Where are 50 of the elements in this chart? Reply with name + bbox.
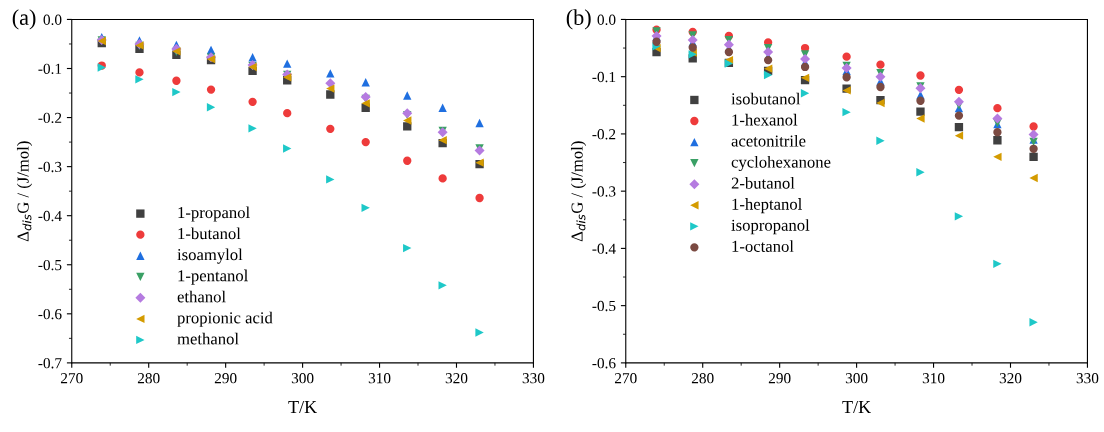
- legend-label: 1-pentanol: [178, 269, 248, 285]
- legend-label: isobutanol: [731, 92, 801, 105]
- y-tick-label: -0.3: [38, 161, 62, 173]
- x-tick-label: 300: [291, 373, 314, 384]
- y-tick-label: -0.6: [38, 308, 62, 320]
- legend-label: isoamylol: [177, 248, 243, 264]
- legend-label: propionic acid: [177, 311, 273, 327]
- legend-label: cyclohexanone: [731, 155, 831, 172]
- x-tick-label: 310: [368, 373, 391, 384]
- y-tick-label: -0.1: [592, 71, 616, 83]
- legend-label: 1-heptanol: [732, 198, 802, 214]
- x-tick-label: 330: [1076, 373, 1099, 384]
- x-axis-title: T/K: [842, 400, 871, 414]
- x-tick-label: 290: [768, 373, 791, 384]
- y-axis-title: Δ$_{dis}$G / (J/mol): [570, 141, 587, 242]
- legend-label: 2-butanol: [731, 177, 795, 189]
- y-tick-label: 0.0: [43, 14, 62, 25]
- y-tick-label: -0.5: [592, 300, 616, 312]
- legend-label: 1-hexanol: [732, 113, 798, 126]
- legend-label: ethanol: [177, 290, 226, 303]
- x-tick-label: 290: [214, 373, 237, 384]
- x-tick-label: 320: [445, 373, 468, 384]
- y-axis-title: Δ$_{dis}$G / (J/mol): [16, 141, 33, 242]
- text: (a): [12, 9, 36, 30]
- y-tick-label: 0.0: [597, 14, 616, 25]
- x-tick-label: 330: [522, 373, 545, 384]
- x-tick-label: 300: [845, 373, 868, 384]
- legend-label: 1-propanol: [178, 206, 250, 222]
- y-tick-label: -0.7: [38, 358, 62, 369]
- legend-label: methanol: [177, 332, 239, 345]
- text: (b): [566, 9, 591, 30]
- legend-label: isopropanol: [731, 219, 810, 235]
- legend-label: acetonitrile: [731, 134, 806, 147]
- y-tick-label: -0.1: [38, 63, 62, 75]
- legend-label: 1-butanol: [178, 227, 241, 240]
- x-tick-label: 280: [137, 373, 160, 384]
- y-tick-label: -0.4: [592, 243, 616, 254]
- x-tick-label: 320: [999, 373, 1022, 384]
- x-tick-label: 270: [614, 373, 637, 384]
- x-tick-label: 270: [60, 373, 83, 384]
- y-tick-label: -0.2: [38, 112, 62, 124]
- y-tick-label: -0.6: [592, 358, 616, 369]
- x-tick-label: 280: [691, 373, 714, 384]
- x-tick-label: 310: [922, 373, 945, 384]
- legend-label: 1-octanol: [732, 240, 794, 252]
- y-tick-label: -0.3: [592, 186, 616, 197]
- y-tick-label: -0.2: [592, 129, 616, 140]
- y-tick-label: -0.4: [38, 210, 62, 222]
- y-tick-label: -0.5: [38, 259, 62, 271]
- x-axis-title: T/K: [288, 400, 317, 414]
